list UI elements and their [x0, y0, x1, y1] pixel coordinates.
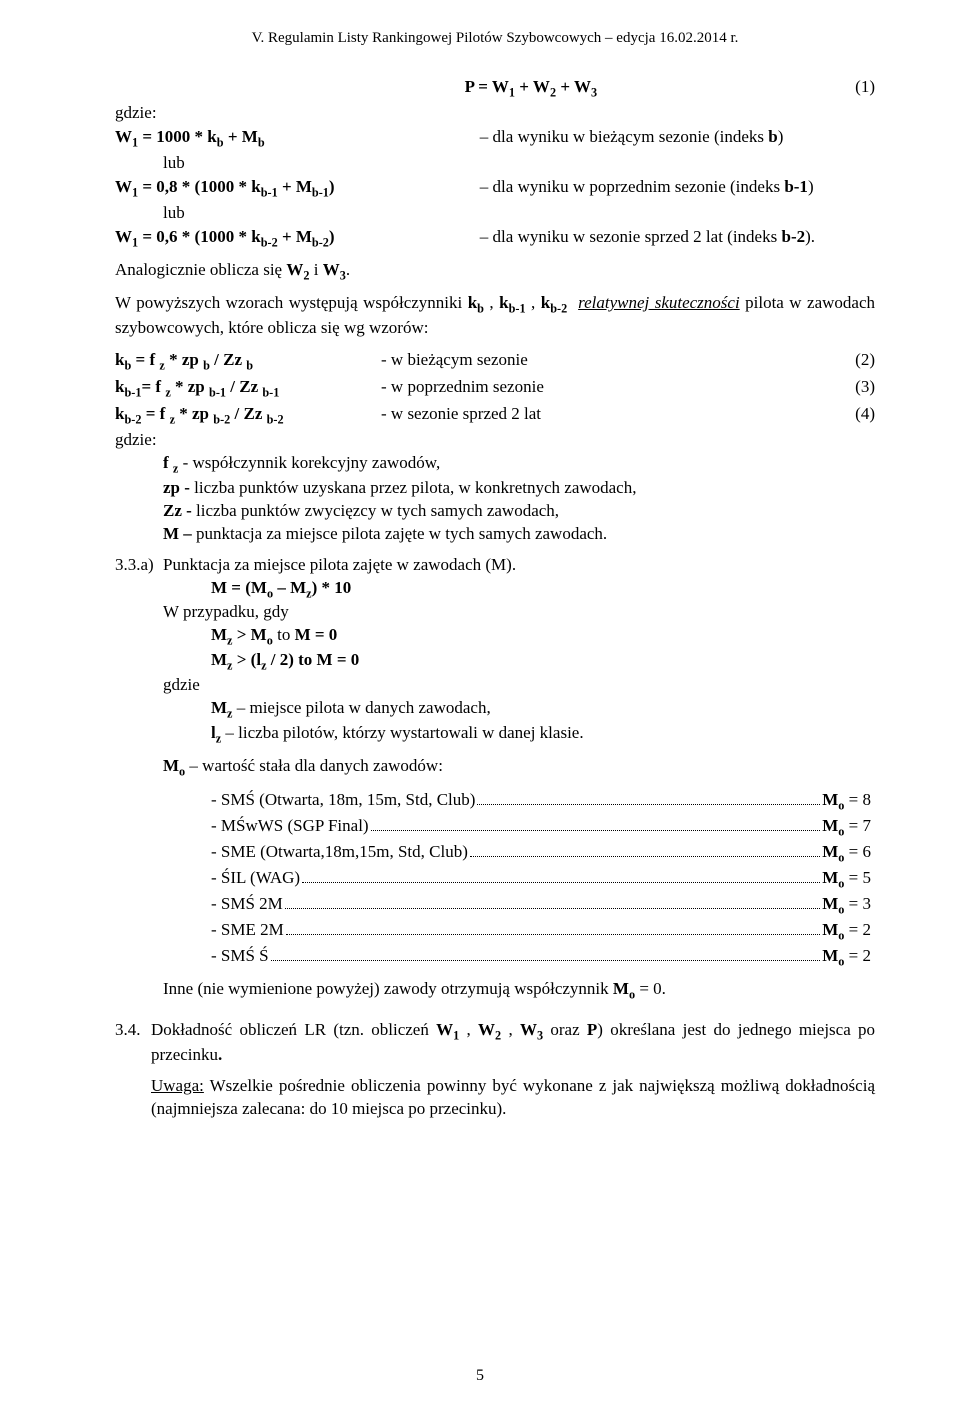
- def-zp: zp - liczba punktów uzyskana przez pilot…: [115, 477, 875, 500]
- def-zz: Zz - liczba punktów zwycięzcy w tych sam…: [115, 500, 875, 523]
- mo-row: - SMŚ (Otwarta, 18m, 15m, Std, Club)Mo =…: [211, 788, 871, 814]
- mo-row: - SMŚ ŚMo = 2: [211, 944, 871, 970]
- lub-2: lub: [115, 202, 875, 225]
- eq1-row: P = W1 + W2 + W3 (1): [115, 75, 875, 102]
- eq4-row: kb-2 = f z * zp b-2 / Zz b-2 - w sezonie…: [115, 402, 875, 429]
- page-number: 5: [0, 1367, 960, 1385]
- w1b-row: W1 = 0,8 * (1000 * kb-1 + Mb-1) – dla wy…: [115, 175, 875, 202]
- mo-row: - ŚIL (WAG)Mo = 5: [211, 866, 871, 892]
- intro-para: W powyższych wzorach występują współczyn…: [115, 292, 875, 340]
- eq2-row: kb = f z * zp b / Zz b - w bieżącym sezo…: [115, 348, 875, 375]
- eq3-row: kb-1= f z * zp b-1 / Zz b-1 - w poprzedn…: [115, 375, 875, 402]
- mo-row: - SME 2MMo = 2: [211, 918, 871, 944]
- inne-line: Inne (nie wymienione powyżej) zawody otr…: [163, 978, 875, 1003]
- lub-1: lub: [115, 152, 875, 175]
- mo-row: - MŚwWS (SGP Final)Mo = 7: [211, 814, 871, 840]
- gdzie-1: gdzie:: [115, 102, 875, 125]
- uwaga: Uwaga: Wszelkie pośrednie obliczenia pow…: [115, 1075, 875, 1121]
- gdzie-2: gdzie:: [115, 429, 875, 452]
- def-fz: f z - współczynnik korekcyjny zawodów,: [115, 452, 875, 477]
- sec-33a: 3.3.a) Punktacja za miejsce pilota zajęt…: [115, 554, 875, 1011]
- mo-row: - SME (Otwarta,18m,15m, Std, Club)Mo = 6: [211, 840, 871, 866]
- w1c-row: W1 = 0,6 * (1000 * kb-2 + Mb-2) – dla wy…: [115, 225, 875, 252]
- mo-row: - SMŚ 2MMo = 3: [211, 892, 871, 918]
- def-m: M – punktacja za miejsce pilota zajęte w…: [115, 523, 875, 546]
- sec-34: 3.4. Dokładność obliczeń LR (tzn. oblicz…: [115, 1019, 875, 1067]
- w1a-row: W1 = 1000 * kb + Mb – dla wyniku w bieżą…: [115, 125, 875, 152]
- page-header: V. Regulamin Listy Rankingowej Pilotów S…: [115, 30, 875, 47]
- analog-line: Analogicznie oblicza się W2 i W3.: [115, 259, 875, 284]
